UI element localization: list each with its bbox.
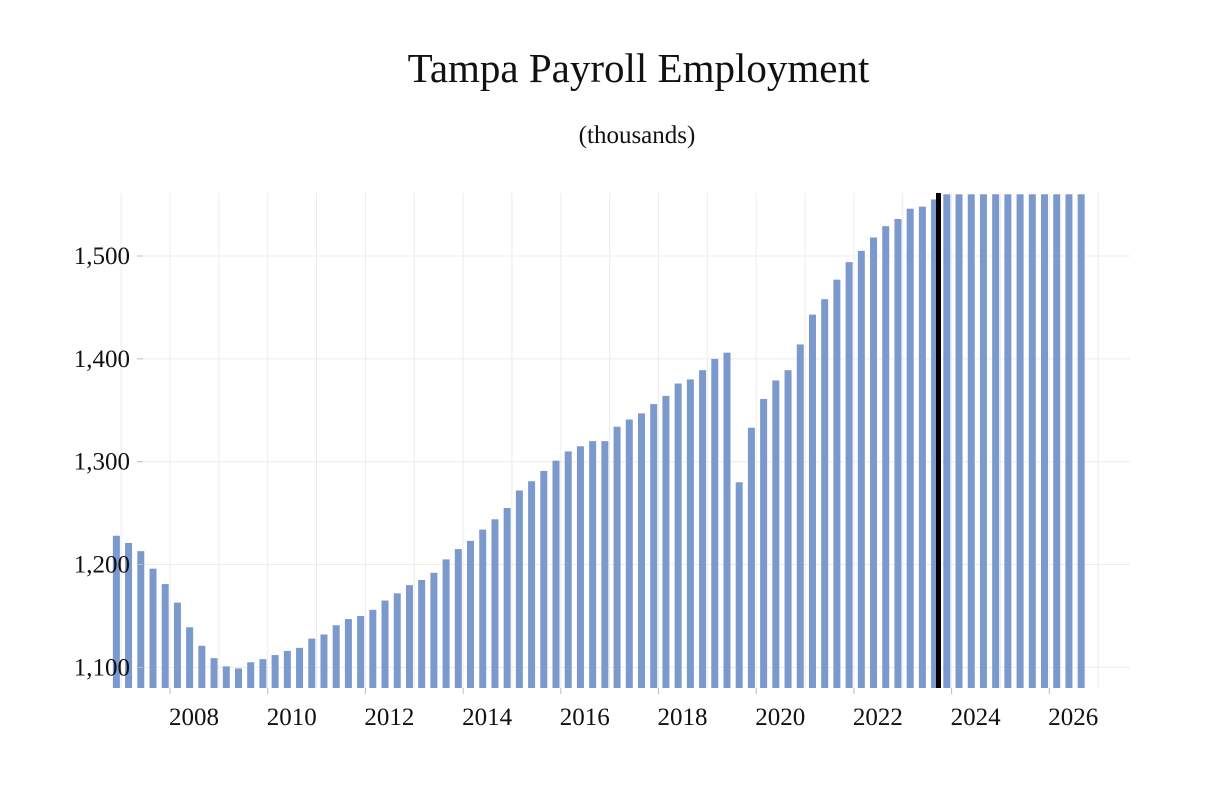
bar [845, 262, 853, 688]
x-tick-label: 2018 [658, 704, 708, 731]
bar [699, 370, 707, 688]
bar [967, 194, 975, 689]
bar [528, 481, 536, 688]
bar [283, 650, 291, 688]
bar [1016, 194, 1024, 689]
y-tick-label: 1,100 [74, 654, 130, 681]
bar [821, 299, 829, 688]
bar [735, 482, 743, 688]
x-tick-label: 2010 [267, 704, 317, 731]
bar [173, 602, 181, 688]
y-tick-label: 1,300 [74, 449, 130, 476]
bar [711, 358, 719, 688]
bar [515, 490, 523, 688]
bar [747, 427, 755, 688]
bar [979, 194, 987, 689]
bar [931, 199, 939, 688]
bar [454, 549, 462, 688]
bar [552, 460, 560, 688]
x-tick-label: 2014 [462, 704, 513, 731]
bar [137, 551, 145, 688]
x-tick-label: 2024 [951, 704, 1002, 731]
bar [1077, 194, 1085, 689]
x-tick-label: 2008 [169, 704, 219, 731]
x-tick-label: 2026 [1048, 704, 1098, 731]
y-tick-label: 1,500 [74, 243, 130, 270]
bar [222, 666, 230, 688]
bar [259, 659, 267, 688]
bar [491, 519, 499, 688]
bar [503, 507, 511, 688]
bar [808, 314, 816, 688]
bar [149, 568, 157, 688]
bar [1065, 194, 1073, 689]
bar [540, 470, 548, 688]
bar [125, 542, 133, 688]
bar [955, 194, 963, 689]
bar [857, 250, 865, 689]
bar [112, 535, 120, 688]
x-tick-label: 2016 [560, 704, 610, 731]
y-tick-label: 1,400 [74, 346, 130, 373]
bar [357, 615, 365, 688]
x-tick-label: 2012 [364, 704, 414, 731]
bar [405, 585, 413, 688]
bar [589, 441, 597, 688]
bar [674, 383, 682, 688]
bar [723, 352, 731, 688]
chart-title: Tampa Payroll Employment [407, 45, 870, 91]
bar [198, 645, 206, 688]
bar [1028, 194, 1036, 689]
x-tick-label: 2020 [755, 704, 805, 731]
bar [650, 404, 658, 688]
bar [320, 634, 328, 688]
bar [271, 655, 279, 688]
bar [161, 584, 169, 688]
bar [943, 194, 951, 689]
y-tick-label: 1,200 [74, 552, 130, 579]
bar [467, 540, 475, 688]
bar [234, 668, 242, 688]
bar [833, 279, 841, 688]
bar [564, 451, 572, 688]
bar [332, 625, 340, 688]
bar [918, 206, 926, 688]
bar [308, 638, 316, 688]
bar [906, 208, 914, 688]
x-tick-label: 2022 [853, 704, 903, 731]
bar [613, 426, 621, 688]
bar [796, 344, 804, 688]
bar [369, 609, 377, 688]
chart-subtitle: (thousands) [578, 122, 696, 149]
bar [686, 379, 694, 688]
bar [760, 398, 768, 688]
bar [430, 572, 438, 688]
bar [479, 529, 487, 688]
bar [210, 658, 218, 688]
bar [1004, 194, 1012, 689]
bar [393, 593, 401, 688]
bar [442, 559, 450, 688]
bar [784, 370, 792, 688]
bar [1053, 194, 1061, 689]
bar [601, 441, 609, 688]
bar [625, 419, 633, 688]
bar [247, 662, 255, 688]
bar [992, 194, 1000, 689]
bar [662, 395, 670, 688]
bar [638, 413, 645, 688]
bar [1041, 194, 1049, 689]
bar [870, 237, 878, 688]
bar [381, 600, 389, 688]
bar [186, 627, 194, 688]
bar [894, 218, 902, 688]
bar [576, 446, 584, 688]
bar [296, 647, 304, 688]
bar [344, 619, 352, 688]
bar [772, 380, 780, 688]
bar [418, 579, 426, 688]
bar [882, 226, 890, 688]
